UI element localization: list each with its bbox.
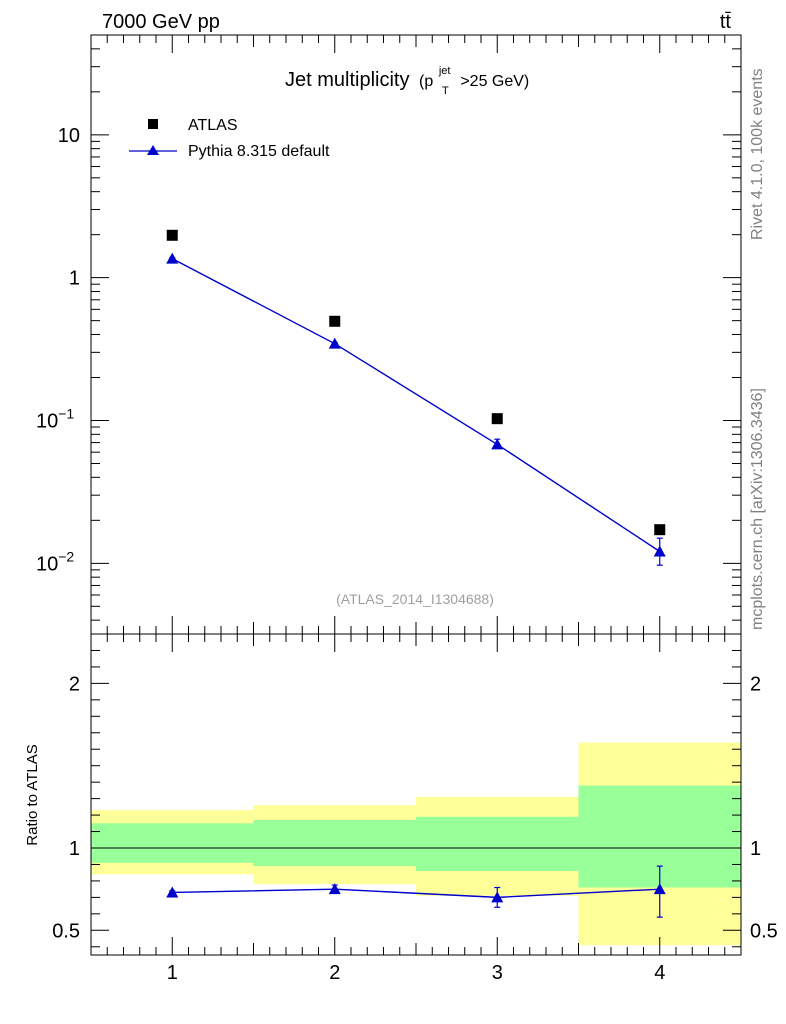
ratio-y-tick-label-left: 1: [69, 838, 80, 860]
ratio-panel: 0.5 0.5 1 1 2 2 1 2 3 4 Ratio to ATLAS: [24, 633, 778, 984]
chart-title-main: Jet multiplicity: [285, 69, 409, 91]
atlas-point: [166, 229, 178, 241]
atlas-point: [491, 413, 503, 425]
energy-label: 7000 GeV pp: [102, 11, 220, 33]
uncertainty-band-green: [91, 823, 254, 863]
atlas-point: [654, 524, 666, 536]
x-tick-label: 4: [654, 962, 665, 984]
ratio-frame: [90, 633, 742, 956]
ratio-ylabel: Ratio to ATLAS: [24, 744, 41, 845]
chart-title-paren: (p: [419, 73, 433, 90]
y-tick-label: 10: [58, 125, 80, 147]
y-tick-label: 10−2: [36, 548, 74, 575]
pythia-point: [653, 545, 666, 557]
ratio-point: [491, 891, 504, 903]
x-tick-label: 1: [167, 962, 178, 984]
legend: ATLAS Pythia 8.315 default: [129, 117, 330, 160]
legend-label-atlas: ATLAS: [188, 117, 238, 134]
ratio-point: [653, 883, 666, 895]
legend-marker-atlas: [148, 119, 158, 129]
x-tick-label: 2: [329, 962, 340, 984]
ratio-y-tick-label-left: 0.5: [52, 920, 80, 942]
y-tick-label: 10−1: [36, 405, 74, 432]
pythia-point: [491, 438, 504, 450]
chart-title-tail: >25 GeV): [460, 73, 529, 90]
legend-label-pythia: Pythia 8.315 default: [188, 143, 330, 160]
main-panel: 10 1 10−1 10−2 Jet multiplicity (p jet T >2…: [36, 34, 742, 635]
side-label-rivet: Rivet 4.1.0, 100k events: [749, 68, 766, 240]
uncertainty-band-green: [416, 816, 579, 872]
chart-title-sup: jet: [438, 65, 451, 77]
x-tick-label: 3: [492, 962, 503, 984]
watermark: (ATLAS_2014_I1304688): [336, 591, 494, 607]
process-label: tt̄: [720, 11, 732, 33]
legend-marker-pythia: [147, 145, 159, 155]
ratio-point: [166, 886, 179, 898]
ratio-y-tick-label-right: 1: [750, 838, 761, 860]
atlas-point: [329, 315, 341, 327]
pythia-line: [171, 257, 661, 553]
ratio-line: [172, 888, 660, 899]
pythia-point: [166, 252, 179, 264]
y-tick-label: 1: [69, 268, 80, 290]
pythia-point: [328, 337, 341, 349]
ratio-y-tick-label-right: 2: [750, 673, 761, 695]
ratio-point: [328, 883, 341, 895]
ratio-y-tick-label-right: 0.5: [750, 920, 778, 942]
ratio-y-tick-label-left: 2: [69, 673, 80, 695]
chart-title-subscript: T: [442, 85, 449, 97]
chart-title: Jet multiplicity (p jet T >25 GeV): [285, 57, 529, 99]
uncertainty-band-green: [253, 820, 416, 867]
side-label-source: mcplots.cern.ch [arXiv:1306.3436]: [749, 388, 766, 630]
